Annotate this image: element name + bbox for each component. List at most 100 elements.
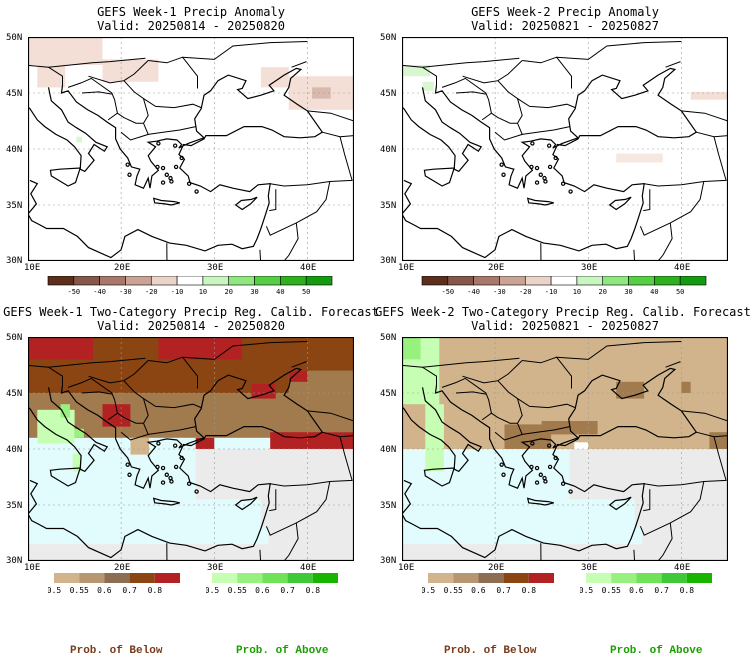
country-border <box>681 410 728 422</box>
island-outline <box>173 464 179 470</box>
island-outline <box>194 489 199 494</box>
country-border <box>522 56 572 89</box>
country-border <box>81 391 112 395</box>
colorbar-tick-label: -20 <box>519 288 532 296</box>
country-border <box>681 110 728 122</box>
colorbar-tick-label: -40 <box>467 288 480 296</box>
island-outline <box>423 467 456 487</box>
colorbar-swatch <box>628 276 655 286</box>
country-border <box>259 522 299 561</box>
shaded-region <box>616 153 663 163</box>
country-border <box>28 64 63 86</box>
colorbar-swatch <box>686 573 712 583</box>
lat-label: 35N <box>380 201 397 211</box>
lon-label: 20E <box>488 263 505 273</box>
above-colorbar-week1: 0.5 0.55 0.6 0.7 0.8 <box>206 573 338 595</box>
colorbar-swatch <box>212 573 238 583</box>
lon-label: 10E <box>24 563 41 573</box>
shaded-region <box>251 409 354 427</box>
country-border <box>307 110 354 122</box>
country-border <box>497 380 523 424</box>
island-outline <box>568 189 573 194</box>
colorbar-tick-label: 10 <box>199 288 207 296</box>
island-outline <box>534 180 540 185</box>
island-outline <box>529 464 534 470</box>
colorbar-swatch <box>47 276 75 286</box>
country-border <box>556 341 682 360</box>
island-outline <box>547 164 553 170</box>
country-border <box>291 361 307 368</box>
country-border <box>522 126 570 135</box>
colorbar-tick-label: 0.55 <box>444 586 463 595</box>
colorbar-swatch <box>228 276 255 286</box>
map-week1-anomaly <box>28 37 354 261</box>
island-outline <box>553 155 558 161</box>
lat-label: 30N <box>380 256 397 266</box>
shaded-region <box>270 432 354 449</box>
colorbar-swatch <box>473 276 500 286</box>
country-border <box>633 522 673 561</box>
lat-label: 45N <box>6 389 23 399</box>
shaded-region <box>642 499 728 545</box>
country-border <box>462 60 523 84</box>
country-border <box>441 77 492 121</box>
lon-label: 40E <box>674 263 691 273</box>
island-outline <box>179 155 184 161</box>
colorbar-tick-label: 0.55 <box>602 586 621 595</box>
colorbar-swatch <box>73 276 100 286</box>
shaded-region <box>28 37 103 65</box>
country-border <box>422 57 520 68</box>
country-border <box>88 60 149 84</box>
shaded-region <box>681 381 691 393</box>
island-outline <box>127 472 132 477</box>
lon-label: 20E <box>114 263 131 273</box>
shaded-region <box>288 370 308 382</box>
shaded-region <box>569 449 728 500</box>
colorbar-tick-label: 0.6 <box>629 586 644 595</box>
country-border <box>639 481 705 536</box>
colorbar-tick-label: -40 <box>93 288 106 296</box>
lon-label: 30E <box>207 563 224 573</box>
country-border <box>269 189 277 212</box>
island-outline <box>160 165 166 171</box>
colorbar-swatch <box>586 573 612 583</box>
colorbar-tick-label: 30 <box>624 288 632 296</box>
country-border <box>48 357 146 368</box>
lon-label: 30E <box>581 263 598 273</box>
lat-label: 40N <box>380 145 397 155</box>
island-outline <box>546 143 552 148</box>
colorbar-tick-label: -50 <box>441 288 454 296</box>
colorbar-swatch <box>636 573 662 583</box>
panel3-title: GEFS Week-1 Two-Category Precip Reg. Cal… <box>3 305 379 319</box>
colorbar-swatch <box>524 276 552 286</box>
colorbar-swatch <box>679 276 707 286</box>
colorbar-tick-label: 10 <box>573 288 581 296</box>
panel1-title: GEFS Week-1 Precip Anomaly <box>97 5 285 19</box>
island-outline <box>560 481 566 486</box>
coastline <box>402 87 483 173</box>
above-colorbar-week2: 0.5 0.55 0.6 0.7 0.8 <box>580 573 712 595</box>
colorbar-swatch <box>202 276 230 286</box>
colorbar-swatch <box>104 573 130 583</box>
island-outline <box>608 496 632 511</box>
island-outline <box>173 164 179 170</box>
colorbar-tick-label: -30 <box>493 288 506 296</box>
island-outline <box>553 455 558 461</box>
shaded-region <box>588 437 617 449</box>
shaded-region <box>130 437 150 455</box>
island-outline <box>534 465 540 471</box>
country-border <box>148 426 196 435</box>
island-outline <box>568 489 573 494</box>
island-outline <box>542 475 547 481</box>
colorbar-tick-label: 0.55 <box>70 586 89 595</box>
shaded-region <box>28 337 94 360</box>
lon-label: 40E <box>674 563 691 573</box>
country-border <box>402 64 437 86</box>
island-outline <box>168 175 173 181</box>
colorbar-tick-label: 0.5 <box>48 586 61 595</box>
island-outline <box>560 181 566 186</box>
anomaly-colorbar-week1: -50 -40 -30 -20 -10 10 20 30 40 50 <box>47 276 333 296</box>
colorbar-swatch <box>499 276 526 286</box>
shaded-region <box>260 67 289 88</box>
panel4-valid: Valid: 20250821 - 20250827 <box>471 319 659 333</box>
